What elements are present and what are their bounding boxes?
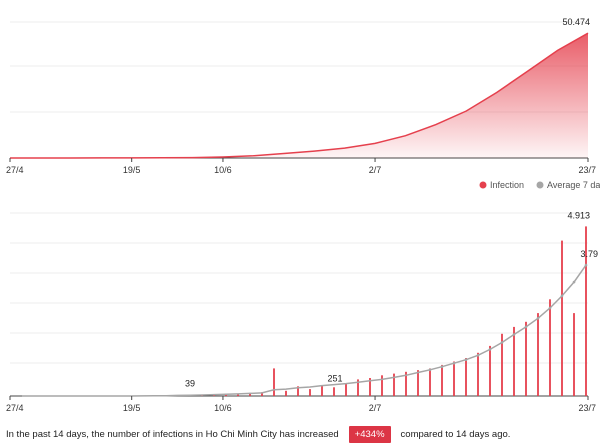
daily-infection-bar bbox=[249, 392, 251, 396]
bottom-x-tick-label: 27/4 bbox=[6, 403, 24, 413]
increase-badge: +434% bbox=[348, 425, 391, 443]
top-x-tick-label: 23/7 bbox=[578, 165, 596, 175]
daily-infection-bar bbox=[537, 313, 539, 396]
summary-footer: In the past 14 days, the number of infec… bbox=[0, 424, 600, 444]
average-point bbox=[536, 317, 540, 320]
daily-infection-bar bbox=[465, 358, 467, 396]
daily-infection-bar bbox=[405, 371, 407, 396]
daily-infection-bar bbox=[525, 321, 527, 396]
legend-infection-icon bbox=[479, 181, 487, 189]
average-point bbox=[500, 341, 504, 344]
top-x-tick-label: 27/4 bbox=[6, 165, 24, 175]
bottom-x-tick-label: 19/5 bbox=[123, 403, 141, 413]
average-point bbox=[476, 354, 480, 357]
cumulative-infections-chart: 27/4 19/5 10/6 2/7 23/7 50.474 Infection Averag… bbox=[6, 17, 600, 190]
daily-infection-bar bbox=[585, 226, 587, 396]
average-point bbox=[584, 263, 588, 267]
daily-infection-bar bbox=[477, 352, 479, 396]
daily-infection-bar bbox=[573, 313, 575, 396]
daily-infection-bar bbox=[429, 368, 431, 396]
average-point bbox=[428, 368, 432, 372]
daily-infection-bar bbox=[333, 387, 335, 396]
daily-infection-bar bbox=[417, 370, 419, 396]
average-point bbox=[512, 333, 516, 336]
daily-infection-bar bbox=[261, 392, 263, 396]
daily-infection-bar bbox=[561, 240, 563, 396]
bottom-x-tick-label: 10/6 bbox=[214, 403, 232, 413]
daily-infection-bar bbox=[549, 299, 551, 396]
daily-infection-bar bbox=[321, 385, 323, 396]
daily-infection-bar bbox=[453, 361, 455, 396]
legend-infection-label: Infection bbox=[490, 180, 524, 190]
legend-average-icon bbox=[536, 181, 544, 189]
infection-line bbox=[10, 32, 589, 159]
bottom-x-tick-label: 2/7 bbox=[369, 403, 382, 413]
daily-infection-bar bbox=[441, 364, 443, 396]
daily-infection-bar bbox=[273, 368, 275, 396]
average-point bbox=[572, 280, 576, 284]
top-x-tick-label: 2/7 bbox=[369, 165, 382, 175]
average-point bbox=[464, 358, 468, 361]
average-point bbox=[548, 306, 552, 310]
top-data-label: 50.474 bbox=[562, 17, 590, 27]
daily-infection-bar bbox=[285, 390, 287, 396]
summary-text-after: compared to 14 days ago. bbox=[400, 428, 511, 440]
legend-average-label: Average 7 days bbox=[547, 180, 600, 190]
top-x-tick-label: 19/5 bbox=[123, 165, 141, 175]
bottom-data-label: 4.913 bbox=[567, 210, 590, 220]
average-point bbox=[560, 294, 564, 298]
daily-infection-bar bbox=[393, 373, 395, 396]
bottom-data-label: 251 bbox=[327, 373, 342, 383]
average-point bbox=[452, 361, 456, 365]
infection-area bbox=[10, 33, 588, 159]
daily-infection-bar bbox=[501, 333, 503, 396]
daily-infection-bar bbox=[297, 386, 299, 396]
daily-infection-bar bbox=[357, 379, 359, 396]
daily-infections-chart: 27/4 19/5 10/6 2/7 23/7 39 251 4.913 3.79 bbox=[6, 210, 598, 413]
average-point bbox=[440, 365, 444, 368]
daily-infection-bar bbox=[489, 345, 491, 396]
bottom-data-label: 39 bbox=[185, 379, 195, 389]
average-point bbox=[524, 325, 528, 329]
bottom-x-tick-label: 23/7 bbox=[578, 403, 596, 413]
bottom-data-label: 3.79 bbox=[580, 249, 598, 259]
summary-text-before: In the past 14 days, the number of infec… bbox=[6, 428, 339, 440]
average-7-days-line bbox=[22, 264, 587, 397]
daily-infection-bar bbox=[237, 393, 239, 396]
daily-infection-bar bbox=[369, 378, 371, 396]
top-x-tick-label: 10/6 bbox=[214, 165, 232, 175]
daily-infection-bar bbox=[309, 389, 311, 396]
daily-infection-bar bbox=[345, 383, 347, 396]
daily-infection-bar bbox=[513, 326, 515, 396]
average-point bbox=[488, 348, 492, 351]
daily-infection-bar bbox=[381, 375, 383, 396]
